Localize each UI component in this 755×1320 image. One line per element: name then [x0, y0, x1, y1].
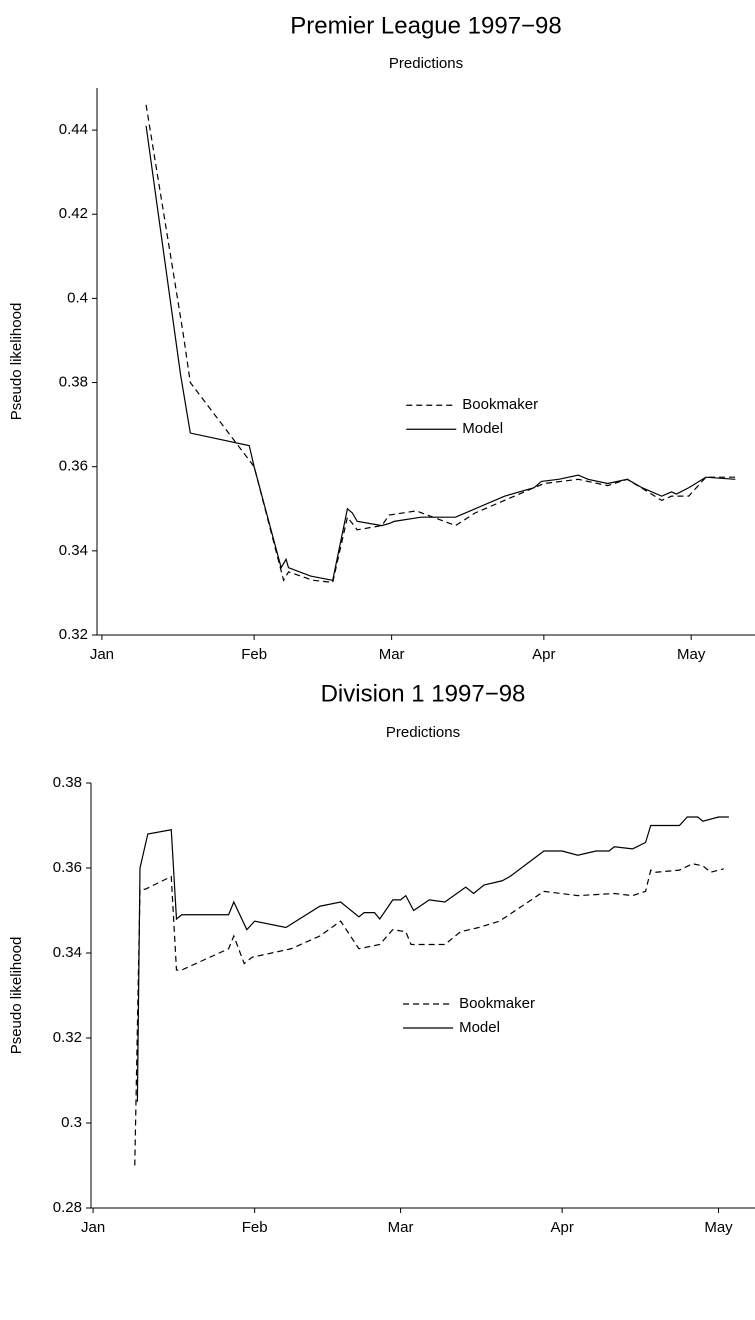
legend-label: Bookmaker — [462, 396, 538, 413]
x-tick-label: Feb — [241, 646, 267, 663]
series-line — [136, 816, 729, 1102]
y-tick-label: 0.34 — [53, 944, 82, 961]
x-tick-label: Feb — [242, 1219, 268, 1236]
chart-title: Division 1 1997−98 — [321, 680, 526, 707]
x-tick-label: Mar — [388, 1219, 414, 1236]
y-tick-label: 0.28 — [53, 1199, 82, 1216]
series-line — [145, 125, 736, 581]
series-line — [145, 104, 736, 584]
legend-label: Bookmaker — [459, 995, 535, 1012]
x-tick-label: Jan — [81, 1219, 105, 1236]
x-tick-label: May — [704, 1219, 733, 1236]
chart-subtitle: Predictions — [386, 724, 460, 741]
y-tick-label: 0.3 — [61, 1114, 82, 1131]
y-tick-label: 0.32 — [59, 626, 88, 643]
y-tick-label: 0.36 — [53, 859, 82, 876]
y-axis-label: Pseudo likelihood — [8, 303, 25, 421]
chart-subtitle: Predictions — [389, 55, 463, 72]
y-tick-label: 0.44 — [59, 121, 88, 138]
x-tick-label: May — [677, 646, 706, 663]
y-tick-label: 0.34 — [59, 542, 88, 559]
legend-label: Model — [462, 420, 503, 437]
x-tick-label: Mar — [379, 646, 405, 663]
y-tick-label: 0.38 — [53, 774, 82, 791]
x-tick-label: Apr — [550, 1219, 573, 1236]
y-axis-label: Pseudo likelihood — [8, 937, 25, 1055]
y-tick-label: 0.36 — [59, 458, 88, 475]
y-tick-label: 0.32 — [53, 1029, 82, 1046]
y-tick-label: 0.4 — [67, 289, 88, 306]
x-tick-label: Apr — [532, 646, 555, 663]
x-tick-label: Jan — [90, 646, 114, 663]
y-tick-label: 0.38 — [59, 374, 88, 391]
series-line — [134, 863, 724, 1166]
chart-title: Premier League 1997−98 — [290, 12, 562, 39]
y-tick-label: 0.42 — [59, 205, 88, 222]
legend-label: Model — [459, 1019, 500, 1036]
